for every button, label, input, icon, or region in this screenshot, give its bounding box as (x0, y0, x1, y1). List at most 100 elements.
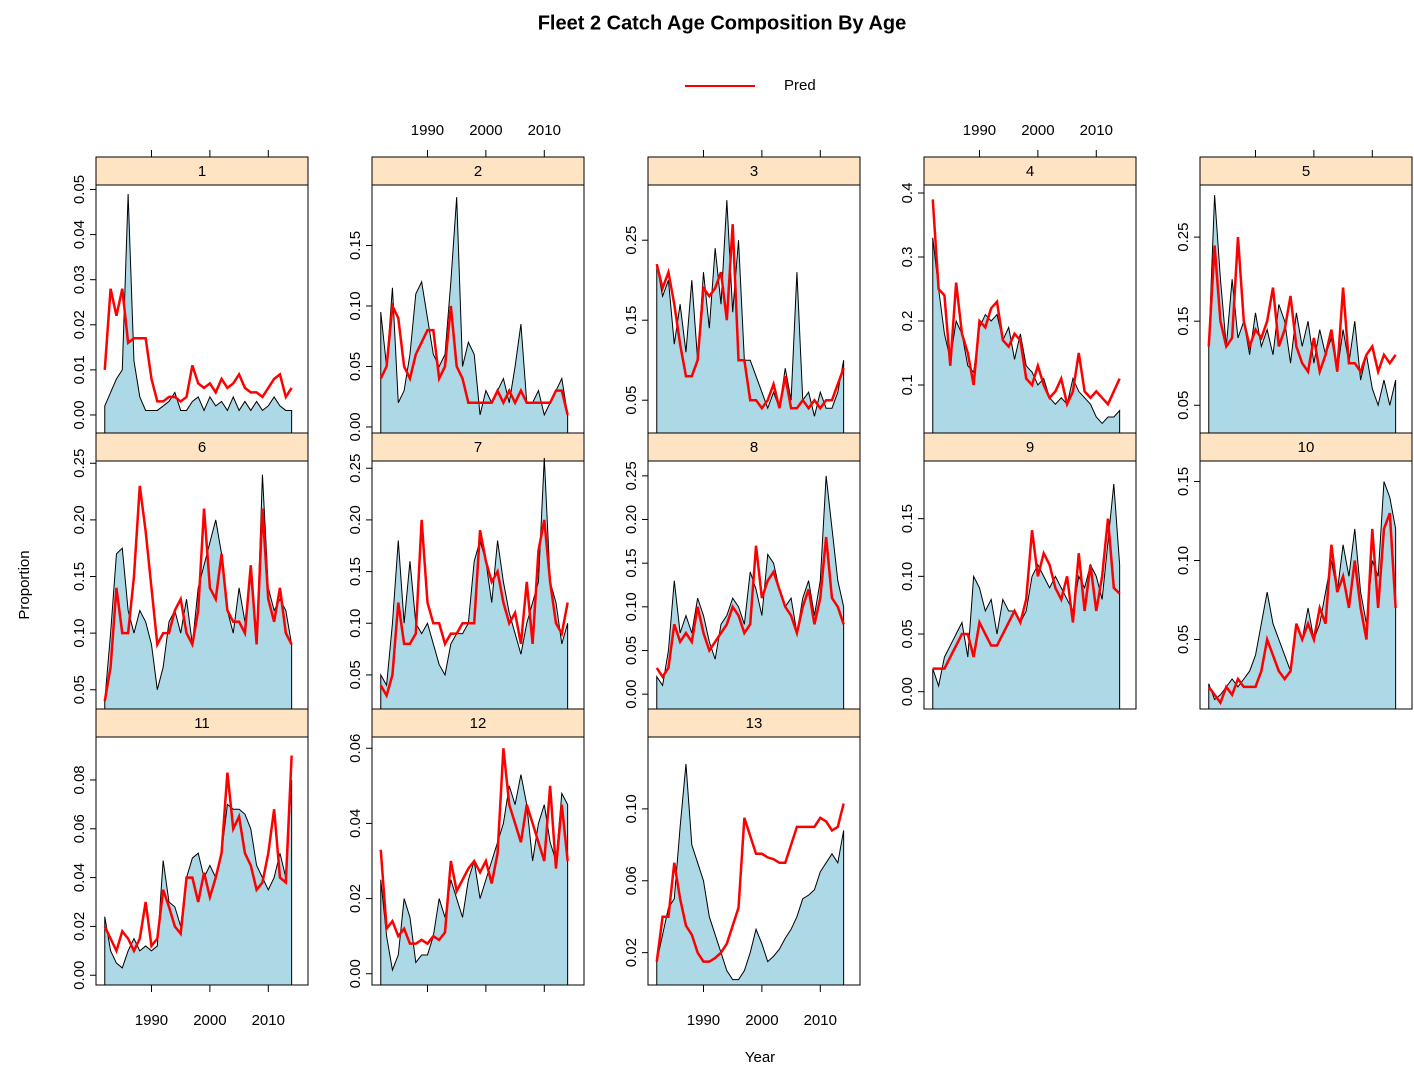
predicted-line (932, 518, 1121, 670)
x-tick-label: 1990 (963, 122, 996, 139)
x-tick-label: 2010 (252, 1012, 285, 1029)
x-tick-label: 2000 (745, 1012, 778, 1029)
strip-label: 8 (750, 439, 758, 456)
observed-area (1208, 481, 1397, 710)
y-tick-label: 0.15 (623, 306, 640, 335)
strip-label: 6 (198, 439, 206, 456)
observed-area (104, 779, 293, 986)
y-tick-label: 0.25 (1175, 223, 1192, 252)
y-tick-label: 0.10 (71, 619, 88, 648)
y-tick-label: 0.05 (899, 619, 916, 648)
y-tick-label: 0.15 (623, 549, 640, 578)
y-tick-label: 0.06 (347, 734, 364, 763)
x-tick-label: 1990 (411, 122, 444, 139)
panel-frame (647, 736, 861, 986)
predicted-line (379, 519, 569, 699)
observed-area (656, 763, 845, 986)
y-tick-label: 0.15 (1175, 307, 1192, 336)
y-tick-label: 0.00 (899, 677, 916, 706)
strip (1199, 432, 1413, 462)
strip-label: 5 (1302, 163, 1310, 180)
y-tick-label: 0.00 (71, 400, 88, 429)
y-tick-label: 0.00 (347, 959, 364, 988)
strip-label: 10 (1298, 439, 1315, 456)
y-tick-label: 0.15 (1175, 467, 1192, 496)
strip-label: 3 (750, 163, 758, 180)
observed-area (656, 475, 845, 710)
strip (95, 708, 309, 738)
predicted-line (1207, 237, 1397, 377)
observed-area (656, 200, 845, 434)
y-tick-label: 0.04 (71, 220, 88, 249)
y-tick-label: 0.10 (623, 592, 640, 621)
predicted-line (379, 748, 569, 946)
legend-label: Pred (784, 77, 816, 94)
observed-area (380, 774, 569, 986)
y-tick-label: 0.05 (71, 675, 88, 704)
y-tick-label: 0.00 (71, 961, 88, 990)
x-tick-label: 2010 (528, 122, 561, 139)
y-tick-label: 0.06 (71, 814, 88, 843)
panel-frame (371, 736, 585, 986)
y-tick-label: 0.05 (623, 386, 640, 415)
y-tick-label: 0.05 (347, 660, 364, 689)
strip-label: 2 (474, 163, 482, 180)
strip (371, 156, 585, 186)
predicted-line (655, 803, 845, 963)
y-tick-label: 0.15 (347, 231, 364, 260)
predicted-line (655, 224, 845, 411)
predicted-line (379, 301, 569, 416)
panel-frame (1199, 460, 1413, 710)
y-tick-label: 0.05 (71, 175, 88, 204)
y-tick-label: 0.15 (347, 557, 364, 586)
y-tick-label: 0.3 (899, 247, 916, 268)
y-tick-label: 0.15 (71, 562, 88, 591)
predicted-line (931, 199, 1121, 409)
y-tick-label: 0.01 (71, 355, 88, 384)
y-tick-label: 0.25 (623, 461, 640, 490)
y-tick-label: 0.25 (623, 226, 640, 255)
y-tick-label: 0.20 (347, 505, 364, 534)
strip (371, 432, 585, 462)
y-tick-label: 0.04 (71, 863, 88, 892)
strip-label: 12 (470, 715, 487, 732)
x-tick-label: 2010 (804, 1012, 837, 1029)
y-tick-label: 0.4 (899, 183, 916, 204)
observed-area (380, 457, 569, 710)
strip-label: 11 (194, 715, 210, 732)
strip-label: 4 (1026, 163, 1034, 180)
panel-frame (95, 736, 309, 986)
chart-title: Fleet 2 Catch Age Composition By Age (538, 12, 907, 34)
x-tick-label: 2000 (469, 122, 502, 139)
predicted-line (103, 485, 293, 702)
x-tick-label: 2010 (1080, 122, 1113, 139)
y-tick-label: 0.02 (347, 884, 364, 913)
strip-label: 1 (198, 163, 206, 180)
y-tick-label: 0.05 (347, 352, 364, 381)
y-tick-label: 0.03 (71, 265, 88, 294)
y-tick-label: 0.05 (623, 636, 640, 665)
y-tick-label: 0.05 (1175, 391, 1192, 420)
predicted-line (1207, 512, 1397, 706)
strip-label: 13 (746, 715, 763, 732)
observed-area (932, 237, 1121, 434)
y-tick-label: 0.15 (899, 504, 916, 533)
strip-label: 9 (1026, 439, 1034, 456)
observed-area (932, 484, 1121, 710)
y-tick-label: 0.06 (623, 866, 640, 895)
y-tick-label: 0.25 (347, 454, 364, 483)
y-tick-label: 0.02 (623, 938, 640, 967)
predicted-line (655, 536, 845, 679)
y-tick-label: 0.1 (899, 375, 916, 396)
y-tick-label: 0.00 (347, 412, 364, 441)
y-tick-label: 0.02 (71, 912, 88, 941)
y-tick-label: 0.2 (899, 311, 916, 332)
y-tick-label: 0.20 (623, 505, 640, 534)
strip (647, 156, 861, 186)
y-tick-label: 0.10 (899, 562, 916, 591)
x-axis-label: Year (745, 1049, 775, 1066)
y-tick-label: 0.20 (71, 505, 88, 534)
observed-area (1208, 195, 1397, 434)
y-axis-label: Proportion (16, 550, 33, 619)
